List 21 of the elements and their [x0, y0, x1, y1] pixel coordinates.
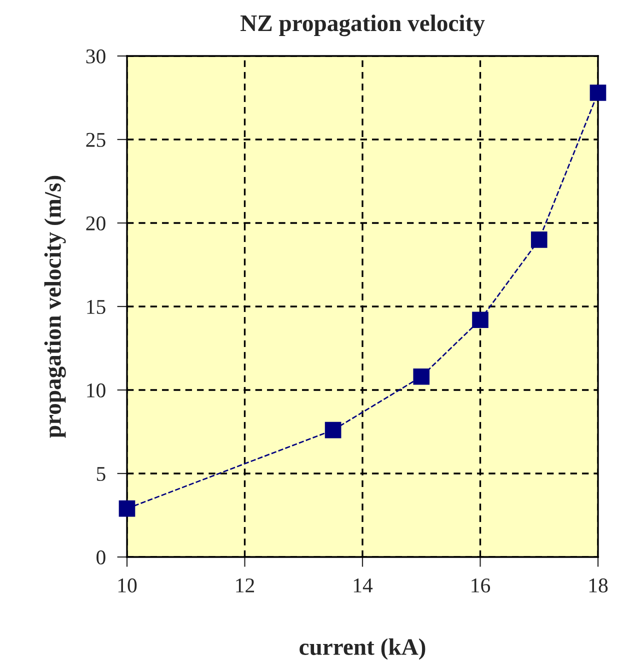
x-tick-label: 12: [236, 578, 254, 592]
point: [118, 500, 136, 517]
y-tick-label: 15: [87, 300, 106, 314]
y-tick-label: 25: [86, 132, 106, 147]
x-tick-label: 14: [354, 578, 373, 592]
y-tick-label: 5: [96, 467, 106, 481]
point: [324, 422, 342, 438]
chart-title: NZ propagation velocity: [240, 14, 485, 36]
point: [530, 232, 548, 248]
y-axis-title: propagation velocity (m/s): [44, 176, 66, 438]
y-tick-label: 0: [96, 550, 106, 564]
x-tick-label: 16: [472, 578, 490, 592]
y-tick-label: 30: [86, 49, 106, 64]
y-tick-label: 10: [87, 383, 106, 398]
point: [413, 368, 430, 385]
point: [590, 84, 606, 101]
x-axis-title: current (kA): [300, 638, 426, 660]
x-tick-label: 18: [589, 578, 608, 592]
point: [472, 312, 488, 328]
x-tick-label: 10: [118, 578, 137, 592]
y-tick-label: 20: [86, 216, 106, 230]
